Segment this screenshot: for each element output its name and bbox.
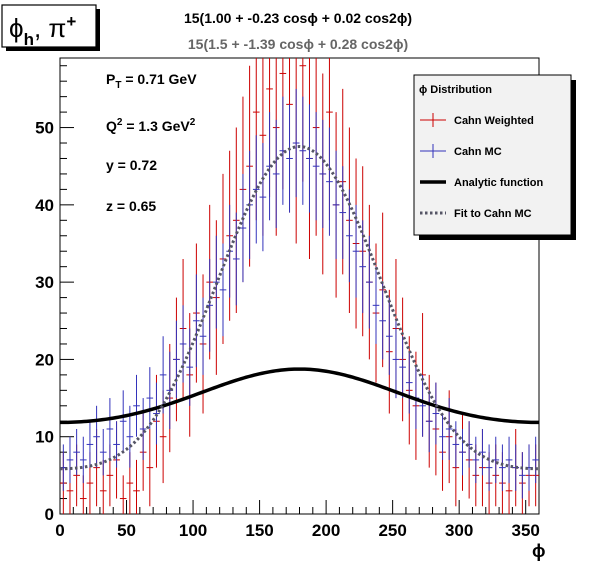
- title-box: ϕh, π+: [1, 4, 100, 51]
- data-point: [292, 88, 300, 198]
- legend-entry: Fit to Cahn MC: [420, 208, 532, 220]
- data-point: [146, 367, 154, 429]
- data-point: [312, 112, 320, 221]
- data-point: [399, 336, 406, 399]
- y-tick-label: 0: [45, 505, 54, 524]
- y-tick-label: 50: [35, 119, 54, 138]
- x-tick-label: 150: [245, 521, 273, 540]
- data-point: [485, 444, 493, 491]
- kin-z: z = 0.65: [106, 198, 156, 214]
- data-point: [139, 398, 147, 460]
- data-point: [286, 104, 293, 213]
- data-point: [319, 119, 327, 229]
- data-point: [259, 143, 267, 252]
- data-point: [445, 398, 453, 460]
- legend-label: Analytic function: [454, 177, 544, 189]
- analytic-function-curve: [59, 367, 540, 425]
- data-point: [532, 436, 539, 484]
- y-tick-label: 20: [35, 350, 54, 369]
- legend-label: Cahn MC: [454, 146, 502, 158]
- data-point: [425, 390, 433, 453]
- y-tick-label: 40: [35, 196, 54, 215]
- data-point: [252, 135, 260, 244]
- data-point: [505, 436, 513, 484]
- fit-formula-2: 15(1.5 + -1.39 cosϕ + 0.28 cos2ϕ): [188, 36, 408, 52]
- legend-entry: Analytic function: [420, 177, 544, 189]
- x-tick-label: 100: [179, 521, 207, 540]
- data-point: [66, 436, 74, 484]
- data-point: [133, 374, 140, 437]
- data-point: [339, 166, 347, 259]
- data-point: [479, 428, 486, 476]
- x-axis-label: ϕ: [532, 541, 546, 561]
- data-point: [299, 96, 307, 205]
- data-point: [272, 119, 280, 229]
- data-point: [133, 459, 140, 514]
- function-curves: [59, 144, 540, 471]
- data-point: [359, 220, 367, 314]
- data-point: [239, 173, 247, 283]
- data-point: [119, 475, 127, 514]
- kinematics: PT = 0.71 GeV Q2 = 1.3 GeV2 y = 0.72 z =…: [106, 71, 197, 214]
- x-tick-label: 250: [378, 521, 406, 540]
- data-point: [352, 204, 360, 298]
- data-point: [173, 320, 180, 399]
- kin-pt: PT = 0.71 GeV: [106, 71, 197, 91]
- data-point: [213, 235, 220, 329]
- data-point: [146, 428, 154, 507]
- y-tick-label: 30: [35, 273, 54, 292]
- data-point: [232, 212, 240, 306]
- kin-y: y = 0.72: [106, 157, 157, 173]
- data-point: [219, 243, 227, 337]
- data-point: [326, 127, 333, 236]
- legend-entry: Cahn Weighted: [420, 113, 534, 127]
- legend: ϕ Distribution Cahn Weighted Cahn MC Analy…: [413, 74, 576, 240]
- fit-curve: [59, 144, 540, 471]
- data-point: [306, 104, 313, 213]
- x-tick-label: 200: [312, 521, 340, 540]
- kin-q2: Q2 = 1.3 GeV2: [106, 117, 196, 134]
- data-point: [93, 405, 100, 468]
- data-point: [99, 428, 107, 476]
- axes: 0 50 100 150 200 250 300 350 0 10 20 30 40 50: [35, 65, 540, 540]
- title-box-text: ϕh, π+: [9, 12, 76, 49]
- legend-entry: Cahn MC: [420, 144, 502, 158]
- legend-title: ϕ Distribution: [419, 84, 492, 96]
- data-point: [405, 351, 413, 414]
- fit-formula-1: 15(1.00 + -0.23 cosϕ + 0.02 cos2ϕ): [184, 10, 412, 26]
- data-point: [419, 374, 426, 437]
- data-point: [439, 413, 446, 460]
- data-point: [519, 452, 526, 499]
- data-point: [79, 436, 87, 484]
- data-point: [159, 336, 167, 414]
- data-point: [193, 274, 200, 368]
- data-point: [186, 328, 194, 406]
- data-point: [459, 428, 466, 476]
- x-tick-label: 0: [55, 521, 64, 540]
- y-tick-label: 10: [35, 428, 54, 447]
- data-point: [385, 297, 393, 375]
- data-point: [432, 382, 440, 445]
- data-point: [86, 421, 94, 468]
- data-point: [199, 297, 207, 375]
- data-point: [472, 436, 480, 484]
- data-point: [119, 390, 127, 453]
- data-point: [452, 421, 460, 468]
- data-point: [153, 382, 160, 445]
- data-point: [206, 258, 214, 352]
- legend-label: Cahn Weighted: [454, 115, 534, 127]
- data-point: [332, 150, 340, 259]
- legend-label: Fit to Cahn MC: [454, 208, 532, 220]
- data-point: [106, 398, 114, 460]
- data-point: [179, 305, 187, 383]
- data-point: [113, 421, 120, 468]
- data-point: [392, 320, 400, 399]
- x-tick-label: 350: [512, 521, 540, 540]
- data-point: [372, 266, 380, 344]
- data-point: [499, 444, 506, 491]
- x-tick-label: 300: [445, 521, 473, 540]
- data-point: [379, 282, 386, 360]
- x-tick-label: 50: [117, 521, 136, 540]
